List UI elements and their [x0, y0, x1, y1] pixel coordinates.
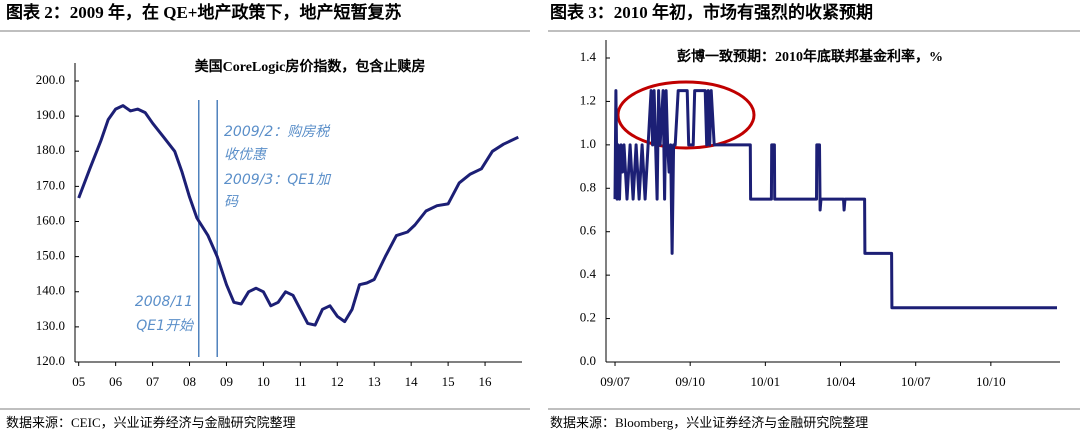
data-line — [77, 104, 519, 327]
x-tick-label: 09/07 — [600, 374, 630, 389]
y-tick-label: 160.0 — [36, 212, 65, 227]
x-tick-label: 09 — [220, 374, 233, 389]
x-tick-label: 15 — [442, 374, 455, 389]
y-tick-label: 140.0 — [36, 283, 65, 298]
y-tick-label: 1.2 — [580, 92, 596, 107]
chart-title: 美国CoreLogic房价指数，包含止赎房 — [195, 58, 426, 75]
source-note: 数据来源：CEIC，兴业证券经济与金融研究院整理 — [6, 415, 296, 430]
x-tick-label: 11 — [294, 374, 307, 389]
chart-header: 图表 2：2009 年，在 QE+地产政策下，地产短暂复苏 — [6, 2, 402, 22]
highlight-ellipse — [616, 80, 756, 150]
y-tick-label: 200.0 — [36, 72, 65, 87]
annotation: 2008/11 — [135, 294, 193, 310]
x-tick-label: 16 — [479, 374, 493, 389]
x-tick-label: 10/04 — [826, 374, 856, 389]
y-tick-label: 0.4 — [580, 266, 597, 281]
chart-header: 图表 3：2010 年初，市场有强烈的收紧预期 — [550, 2, 873, 22]
y-tick-label: 120.0 — [36, 353, 65, 368]
x-tick-label: 10/07 — [901, 374, 931, 389]
x-tick-label: 13 — [368, 374, 381, 389]
x-tick-label: 12 — [331, 374, 344, 389]
annotation: QE1开始 — [136, 318, 195, 334]
data-line — [613, 89, 1057, 310]
x-tick-label: 07 — [146, 374, 160, 389]
y-tick-label: 1.0 — [580, 136, 596, 151]
y-tick-label: 170.0 — [36, 177, 65, 192]
y-tick-label: 180.0 — [36, 142, 65, 157]
y-tick-label: 0.0 — [580, 353, 596, 368]
x-tick-label: 14 — [405, 374, 419, 389]
y-tick-label: 130.0 — [36, 318, 65, 333]
y-tick-label: 0.8 — [580, 179, 596, 194]
x-tick-label: 10/01 — [751, 374, 781, 389]
x-tick-label: 10/10 — [976, 374, 1006, 389]
annotation: 2009/2：购房税 — [224, 124, 331, 140]
annotation: 收优惠 — [224, 147, 268, 163]
x-tick-label: 09/10 — [675, 374, 705, 389]
source-note: 数据来源：Bloomberg，兴业证券经济与金融研究院整理 — [550, 415, 868, 430]
x-tick-label: 06 — [109, 374, 123, 389]
chart-title: 彭博一致预期：2010年底联邦基金利率，% — [677, 48, 943, 65]
annotation: 2009/3：QE1加 — [224, 172, 332, 188]
x-tick-label: 05 — [72, 374, 85, 389]
y-tick-label: 0.6 — [580, 223, 597, 238]
x-tick-label: 08 — [183, 374, 196, 389]
x-tick-label: 10 — [257, 374, 270, 389]
y-tick-label: 190.0 — [36, 107, 65, 122]
annotation: 码 — [224, 194, 239, 210]
y-tick-label: 0.2 — [580, 310, 596, 325]
y-tick-label: 150.0 — [36, 248, 65, 263]
y-tick-label: 1.4 — [580, 49, 597, 64]
